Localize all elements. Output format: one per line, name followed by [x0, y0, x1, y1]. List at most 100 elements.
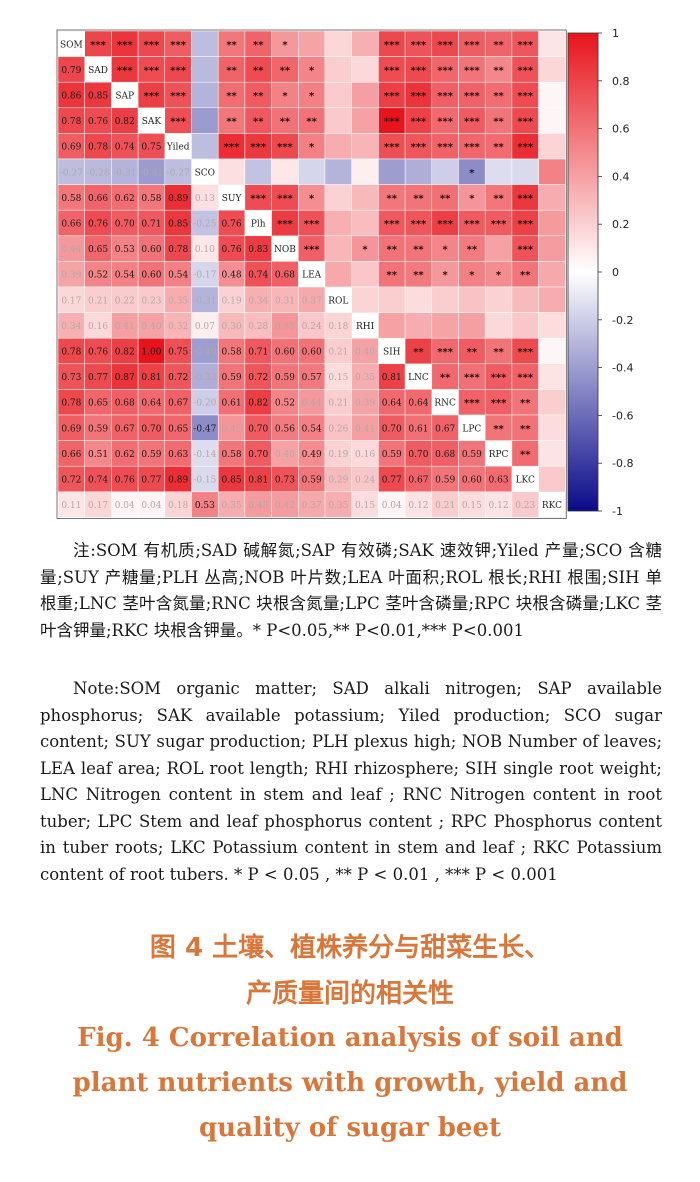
correlation-value: -0.17 [193, 271, 216, 281]
heatmap-cell [431, 312, 459, 339]
correlation-value: 0.23 [141, 296, 161, 306]
correlation-value: 0.04 [141, 501, 161, 511]
significance-stars: *** [517, 245, 533, 256]
significance-stars: *** [517, 373, 533, 384]
significance-stars: *** [517, 193, 533, 204]
correlation-value: 0.68 [115, 399, 135, 409]
correlation-value: -0.28 [87, 168, 110, 178]
correlation-value: 0.75 [141, 143, 161, 153]
significance-stars: ** [467, 347, 478, 358]
heatmap-cell [191, 414, 219, 441]
correlation-value: 0.34 [248, 296, 268, 306]
correlation-value: 0.66 [61, 220, 81, 230]
heatmap-cell [244, 286, 272, 313]
colorbar-tick-label: -0.6 [612, 409, 633, 422]
heatmap-cell [324, 56, 352, 83]
heatmap-cell [431, 414, 459, 441]
correlation-value: 0.63 [489, 476, 509, 486]
correlation-value: 0.77 [88, 373, 108, 383]
significance-stars: *** [384, 117, 400, 128]
correlation-value: 0.74 [115, 143, 135, 153]
diagonal-cell [191, 158, 219, 185]
heatmap-cell [57, 389, 85, 416]
correlation-value: 0.54 [115, 271, 135, 281]
significance-stars: *** [117, 65, 133, 76]
heatmap-cell [404, 440, 433, 467]
heatmap-cell [538, 286, 566, 313]
heatmap-cell [217, 440, 246, 467]
heatmap-cell [57, 337, 85, 365]
heatmap-cell [111, 56, 139, 83]
heatmap-cell [351, 30, 379, 57]
correlation-value: 0.68 [275, 271, 295, 281]
heatmap-cell [191, 337, 219, 365]
significance-stars: * [469, 270, 475, 281]
correlation-value: 0.04 [115, 501, 135, 511]
correlation-value: 0.44 [61, 245, 81, 255]
correlation-value: 0.59 [141, 450, 161, 460]
significance-stars: * [309, 193, 315, 204]
significance-stars: *** [437, 65, 453, 76]
heatmap-cell [538, 465, 566, 493]
significance-stars: ** [253, 117, 264, 128]
heatmap-cell [351, 209, 379, 237]
correlation-value: 0.15 [328, 373, 348, 383]
correlation-value: 0.65 [88, 399, 108, 409]
heatmap-cell [84, 389, 112, 416]
colorbar-tick-label: 1 [612, 27, 619, 40]
correlation-value: 0.52 [275, 399, 295, 409]
heatmap-cell [84, 184, 112, 211]
correlation-value: 0.45 [222, 424, 242, 434]
correlation-value: 0.73 [275, 476, 295, 486]
variable-label: LKC [516, 476, 535, 486]
heatmap-cell [164, 414, 192, 441]
significance-stars: *** [517, 91, 533, 102]
correlation-value: 0.71 [141, 220, 161, 230]
english-caption-line-3: quality of sugar beet [198, 1113, 502, 1143]
correlation-value: 0.59 [275, 373, 295, 383]
heatmap-cell [404, 158, 433, 185]
heatmap-cell [57, 491, 85, 518]
significance-stars: ** [440, 193, 451, 204]
correlation-value: 0.51 [88, 450, 108, 460]
heatmap-cell [57, 81, 85, 109]
correlation-value: 0.70 [408, 450, 428, 460]
heatmap-cell [57, 261, 85, 288]
english-caption: Fig. 4 Correlation analysis of soil and … [0, 1016, 700, 1151]
significance-stars: ** [253, 40, 264, 51]
correlation-value: 0.85 [168, 220, 188, 230]
chinese-caption-line-2: 产质量间的相关性 [245, 979, 454, 1009]
correlation-value: 0.18 [328, 322, 348, 332]
heatmap-cell [244, 414, 272, 441]
heatmap-cell [538, 363, 566, 390]
heatmap-cell [137, 312, 166, 339]
correlation-value: 0.31 [275, 296, 295, 306]
correlation-value: 0.58 [141, 194, 161, 204]
heatmap-cell [351, 363, 379, 390]
heatmap-cell [324, 107, 352, 134]
correlation-value: 0.60 [141, 245, 161, 255]
correlation-value: 0.21 [88, 296, 108, 306]
correlation-value: 0.40 [355, 348, 375, 358]
heatmap-cell [217, 491, 246, 518]
correlation-value: 0.11 [61, 501, 81, 511]
heatmap-cell [431, 286, 459, 313]
significance-stars: ** [413, 245, 424, 256]
significance-stars: * [496, 270, 502, 281]
correlation-value: 0.13 [195, 194, 215, 204]
heatmap-cell [538, 133, 566, 160]
correlation-value: 0.83 [248, 245, 268, 255]
heatmap-cell [538, 261, 566, 288]
significance-stars: *** [277, 193, 293, 204]
correlation-value: 0.60 [141, 271, 161, 281]
heatmap-cell [111, 414, 139, 441]
correlation-value: 0.53 [195, 501, 215, 511]
variable-label: SOM [60, 40, 83, 50]
correlation-value: 0.15 [355, 501, 375, 511]
heatmap-cell [378, 158, 406, 185]
significance-stars: ** [226, 40, 237, 51]
english-note: Note:SOM organic matter; SAD alkali nitr… [40, 679, 662, 884]
heatmap-cell [351, 56, 379, 83]
significance-stars: *** [437, 117, 453, 128]
significance-stars: *** [384, 219, 400, 230]
